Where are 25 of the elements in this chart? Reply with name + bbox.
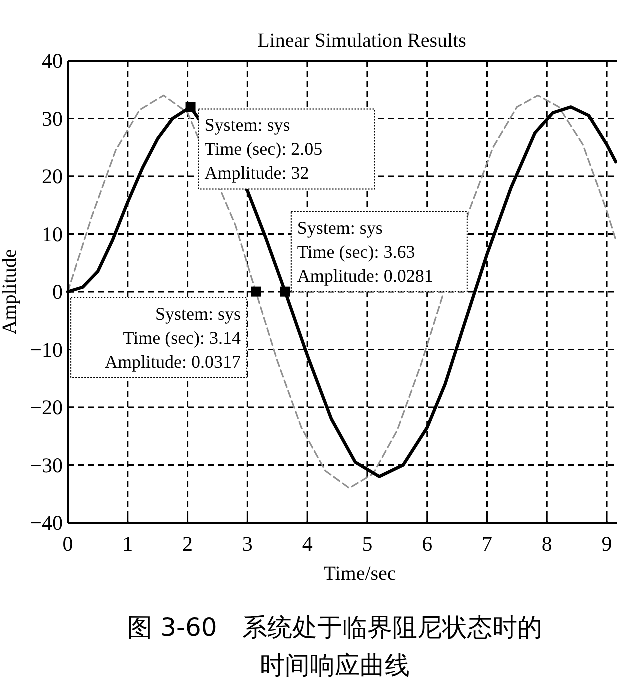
x-tick-label: 4 <box>302 532 314 556</box>
x-tick-label: 8 <box>542 532 552 556</box>
y-tick-label: −40 <box>30 511 63 535</box>
annotation: System: sys Time (sec): 3.63 Amplitude: 0.0281 <box>297 218 434 286</box>
y-tick-label: 0 <box>52 280 63 304</box>
x-axis-title: Time/sec <box>324 563 396 585</box>
y-axis-title: Amplitude <box>0 249 21 335</box>
y-tick-label: −20 <box>30 396 63 420</box>
y-tick-label: 30 <box>42 106 63 131</box>
y-tick-label: 40 <box>42 49 63 73</box>
y-tick-label: −10 <box>30 338 63 362</box>
x-tick-label: 1 <box>122 532 134 556</box>
x-tick-label: 3 <box>242 532 253 556</box>
x-tick-label: 6 <box>422 532 433 556</box>
x-tick-label: 7 <box>482 532 492 556</box>
y-tick-label: −30 <box>30 453 63 478</box>
caption: 图 3-60 系统处于临界阻尼状态时的时间响应曲线 <box>128 613 542 680</box>
annotation: System: sys Time (sec): 2.05 Amplitude: 32 <box>204 115 323 184</box>
annotation: System: sys Time (sec): 3.14 Amplitude: 0.0317 <box>105 304 242 372</box>
y-tick-label: 10 <box>42 222 63 246</box>
x-tick-label: 5 <box>362 532 373 556</box>
chart-title: Linear Simulation Results <box>258 30 467 52</box>
x-tick-label: 2 <box>182 532 194 556</box>
y-tick-label: 20 <box>42 164 63 188</box>
x-tick-label: 9 <box>602 532 612 556</box>
